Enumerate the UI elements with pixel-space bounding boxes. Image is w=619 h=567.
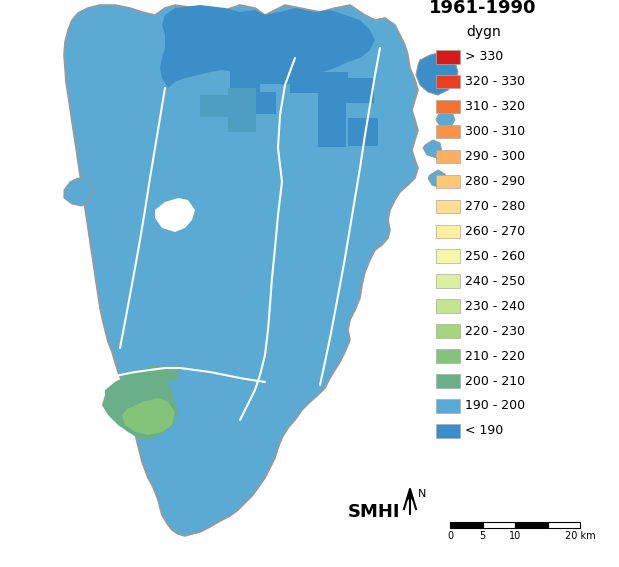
Bar — [436, 374, 460, 388]
Polygon shape — [346, 78, 374, 103]
Bar — [436, 424, 460, 438]
Text: 280 - 290: 280 - 290 — [465, 175, 525, 188]
Text: 210 - 220: 210 - 220 — [465, 350, 525, 362]
Bar — [436, 200, 460, 213]
Text: > 330: > 330 — [465, 50, 503, 63]
Polygon shape — [64, 5, 418, 536]
Bar — [436, 225, 460, 238]
Bar — [436, 50, 460, 64]
Text: 1961-1990: 1961-1990 — [430, 0, 537, 16]
Text: < 190: < 190 — [465, 425, 503, 437]
Polygon shape — [248, 92, 276, 114]
Bar — [482, 522, 515, 528]
Polygon shape — [228, 110, 256, 132]
Bar — [450, 522, 482, 528]
Polygon shape — [290, 68, 318, 93]
Text: 310 - 320: 310 - 320 — [465, 100, 525, 113]
Bar — [436, 324, 460, 338]
Text: 10: 10 — [509, 531, 521, 541]
Text: 20 km: 20 km — [565, 531, 595, 541]
Text: 290 - 300: 290 - 300 — [465, 150, 525, 163]
Text: 190 - 200: 190 - 200 — [465, 400, 525, 412]
Text: SMHI: SMHI — [348, 503, 400, 521]
Text: 260 - 270: 260 - 270 — [465, 225, 525, 238]
Polygon shape — [160, 5, 375, 88]
Polygon shape — [260, 62, 288, 84]
Bar — [436, 349, 460, 363]
Polygon shape — [318, 122, 346, 147]
Text: 320 - 330: 320 - 330 — [465, 75, 525, 88]
Polygon shape — [155, 198, 195, 232]
Text: 300 - 310: 300 - 310 — [465, 125, 525, 138]
Text: 240 - 250: 240 - 250 — [465, 275, 525, 287]
Text: N: N — [418, 489, 426, 499]
Bar — [436, 100, 460, 113]
Polygon shape — [423, 140, 442, 158]
Polygon shape — [64, 178, 94, 206]
Polygon shape — [230, 68, 260, 93]
Polygon shape — [200, 95, 228, 117]
Polygon shape — [122, 398, 175, 435]
Text: 230 - 240: 230 - 240 — [465, 300, 525, 312]
Polygon shape — [148, 365, 178, 380]
Text: 200 - 210: 200 - 210 — [465, 375, 525, 387]
Bar — [436, 299, 460, 313]
Text: 250 - 260: 250 - 260 — [465, 250, 525, 263]
Polygon shape — [228, 88, 256, 110]
Text: dygn: dygn — [465, 25, 501, 39]
Polygon shape — [436, 110, 455, 128]
Bar — [436, 125, 460, 138]
Bar — [436, 249, 460, 263]
Polygon shape — [102, 368, 178, 440]
Text: 5: 5 — [479, 531, 486, 541]
Polygon shape — [416, 52, 458, 95]
Bar — [436, 150, 460, 163]
Bar — [436, 274, 460, 288]
Text: 270 - 280: 270 - 280 — [465, 200, 525, 213]
Bar — [547, 522, 580, 528]
Bar — [436, 175, 460, 188]
Bar — [436, 399, 460, 413]
Text: 0: 0 — [447, 531, 453, 541]
Polygon shape — [318, 72, 348, 100]
Text: 220 - 230: 220 - 230 — [465, 325, 525, 337]
Bar — [436, 75, 460, 88]
Polygon shape — [348, 118, 378, 146]
Polygon shape — [428, 170, 447, 188]
Polygon shape — [318, 98, 346, 123]
Bar — [515, 522, 547, 528]
